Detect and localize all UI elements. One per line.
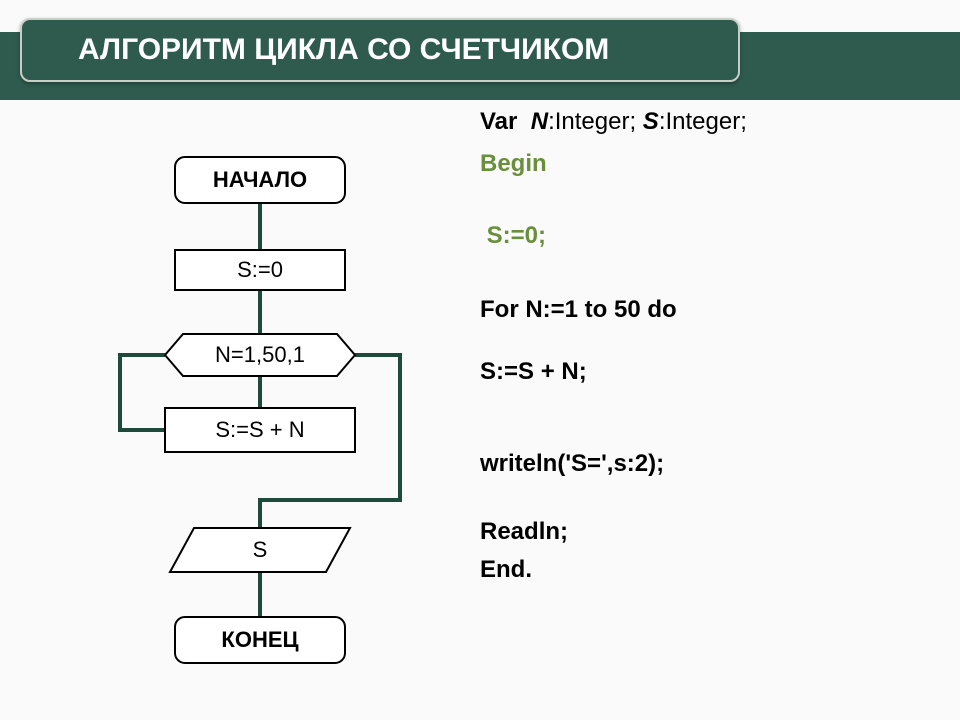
node-start-label: НАЧАЛО	[213, 167, 307, 192]
flowchart: НАЧАЛО S:=0 N=1,50,1 S:=S + N S КОНЕЦ	[60, 130, 440, 710]
code-token: S:=0;	[480, 222, 546, 249]
code-token: Readln;	[480, 518, 568, 545]
code-token: Var	[480, 108, 531, 135]
node-out-label: S	[253, 537, 268, 562]
code-line: For N:=1 to 50 do	[480, 296, 910, 324]
connector	[120, 355, 165, 430]
code-block: Var N:Integer; S:Integer;Begin S:=0;For …	[480, 108, 910, 588]
code-token: End.	[480, 556, 532, 583]
code-line: Readln;	[480, 518, 910, 546]
node-init-label: S:=0	[237, 257, 283, 282]
code-token: S:=S + N;	[480, 358, 587, 385]
code-token: S	[643, 108, 659, 135]
code-token: For N:=1 to 50 do	[480, 296, 677, 323]
node-loop-label: N=1,50,1	[215, 342, 305, 367]
content-area: НАЧАЛОS:=0N=1,50,1S:=S + NSКОНЕЦ Var N:I…	[0, 100, 960, 720]
code-line: S:=S + N;	[480, 358, 910, 386]
code-line: S:=0;	[480, 222, 910, 250]
code-line: End.	[480, 556, 910, 584]
code-token: :Integer;	[659, 108, 747, 135]
code-line: writeln('S=',s:2);	[480, 450, 910, 478]
page-title: АЛГОРИТМ ЦИКЛА СО СЧЕТЧИКОМ	[20, 18, 740, 82]
node-body-label: S:=S + N	[215, 417, 304, 442]
code-line: Var N:Integer; S:Integer;	[480, 108, 910, 136]
code-token: :Integer;	[548, 108, 643, 135]
code-token: Begin	[480, 150, 547, 177]
code-token: N	[531, 108, 548, 135]
code-line: Begin	[480, 150, 910, 178]
code-token: writeln('S=',s:2);	[480, 450, 664, 477]
node-end-label: КОНЕЦ	[221, 627, 298, 652]
